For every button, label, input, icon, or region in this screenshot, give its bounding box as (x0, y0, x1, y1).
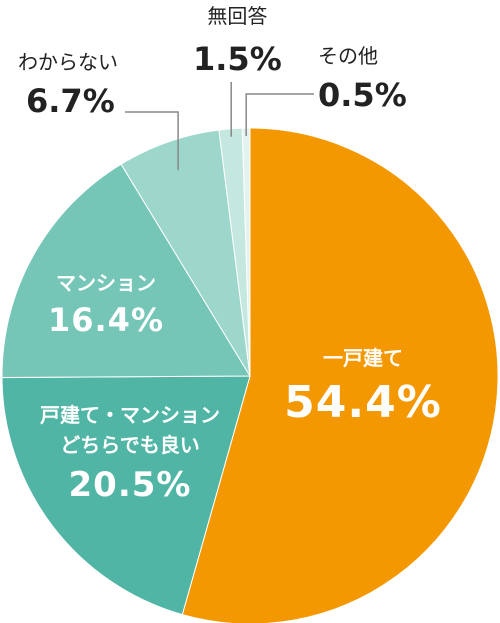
slice-name-line-1: 戸建て・マンション (40, 403, 220, 427)
slice-label-either: 戸建て・マンション どちらでも良い 20.5% (40, 400, 220, 510)
slice-value: 1.5% (193, 40, 282, 78)
slice-value: 6.7% (26, 82, 115, 120)
slice-name: その他 (318, 44, 378, 68)
slice-name: 一戸建て (323, 346, 403, 370)
slice-label-dont-know: わからない 6.7% (18, 50, 118, 120)
pie-slice-condominium (1, 163, 251, 379)
slice-name: 無回答 (207, 4, 268, 28)
slice-value: 20.5% (68, 465, 192, 505)
slice-label-condominium: マンション 16.4% (48, 268, 164, 342)
slice-name: わからない (18, 50, 118, 74)
leader-line-dont-know (125, 111, 179, 171)
slice-label-detached-house: 一戸建て 54.4% (284, 343, 442, 433)
pie-slice-either (1, 375, 251, 616)
slice-name: マンション (55, 271, 156, 295)
slice-label-no-answer: 無回答 1.5% (193, 4, 282, 78)
pie-slice-detached-house (181, 127, 499, 623)
slice-label-other: その他 0.5% (318, 44, 407, 114)
leader-line-other (245, 93, 314, 136)
slice-value: 0.5% (318, 76, 407, 114)
slice-name-line-2: どちらでも良い (60, 433, 200, 457)
slice-value: 54.4% (284, 377, 442, 428)
slice-value: 16.4% (47, 301, 165, 339)
